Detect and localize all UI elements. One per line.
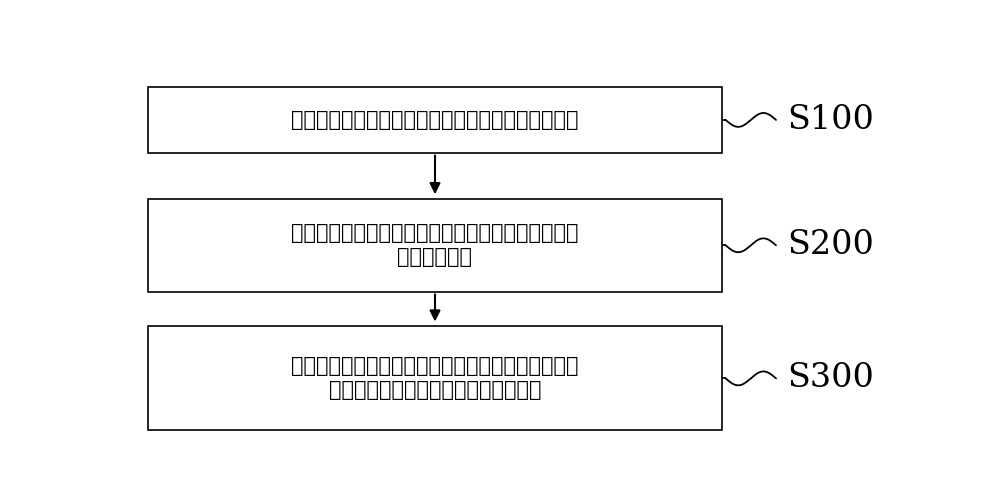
Text: S100: S100: [788, 104, 875, 136]
Text: S200: S200: [788, 229, 875, 262]
Text: 安全运行条件: 安全运行条件: [398, 247, 473, 267]
Text: S300: S300: [788, 362, 875, 394]
Text: 实时确定起重臂装置的当前俧仰位置和当前俧仰速度: 实时确定起重臂装置的当前俧仰位置和当前俧仰速度: [291, 110, 579, 130]
Bar: [148, 87, 722, 153]
Text: 在确定当前俧仰速度满足安全运行条件的情况下，控: 在确定当前俧仰速度满足安全运行条件的情况下，控: [291, 356, 579, 376]
Bar: [148, 326, 722, 430]
Text: 制起重臂装置以当前俧仰速度继续运行: 制起重臂装置以当前俧仰速度继续运行: [329, 380, 541, 400]
Bar: [148, 199, 722, 292]
Text: 根据当前俧仰位置和当前俧仰速度确定起重臂装置的: 根据当前俧仰位置和当前俧仰速度确定起重臂装置的: [291, 223, 579, 243]
